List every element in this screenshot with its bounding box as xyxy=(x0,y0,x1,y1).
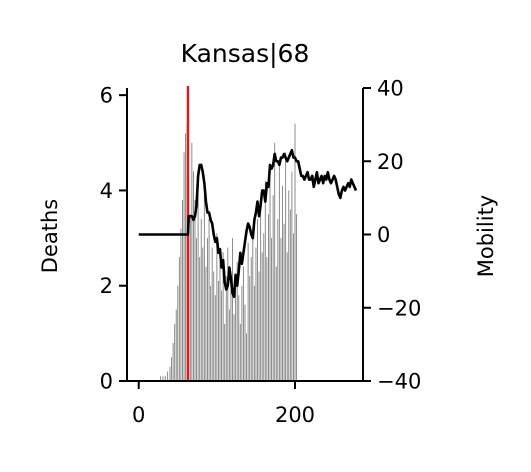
death-bar xyxy=(180,229,181,381)
death-bar xyxy=(295,124,296,381)
death-bar xyxy=(265,181,266,381)
death-bar xyxy=(257,219,258,381)
death-bar xyxy=(179,257,180,381)
death-bar xyxy=(174,324,175,381)
death-bar xyxy=(238,295,239,381)
death-bar xyxy=(276,267,277,381)
right-tick-label: −20 xyxy=(377,296,421,320)
death-bar xyxy=(195,200,196,381)
death-bar xyxy=(230,286,231,381)
death-bar xyxy=(290,209,291,381)
death-bar xyxy=(266,257,267,381)
x-tick-label: 200 xyxy=(275,403,315,427)
death-bar xyxy=(279,162,280,381)
death-bar xyxy=(184,152,185,381)
death-bar xyxy=(182,200,183,381)
death-bar xyxy=(241,286,242,381)
death-bar xyxy=(274,143,275,381)
death-bar xyxy=(243,267,244,381)
death-bar xyxy=(296,214,297,381)
death-bar xyxy=(170,367,171,381)
x-tick-label: 0 xyxy=(132,403,145,427)
right-tick-label: 40 xyxy=(377,77,404,101)
death-bar xyxy=(176,310,177,381)
death-bar xyxy=(171,357,172,381)
death-bar xyxy=(262,252,263,381)
left-tick-label: 0 xyxy=(100,370,113,394)
death-bar xyxy=(229,310,230,381)
death-bar xyxy=(281,238,282,381)
death-bar xyxy=(210,286,211,381)
death-bar xyxy=(199,257,200,381)
death-bar xyxy=(293,233,294,381)
death-bar xyxy=(287,252,288,381)
death-bar xyxy=(221,290,222,381)
death-bar xyxy=(252,229,253,381)
death-bar xyxy=(284,224,285,381)
chart-title: Kansas|68 xyxy=(181,39,310,68)
death-bar xyxy=(291,171,292,381)
death-bar xyxy=(263,233,264,381)
death-bar xyxy=(260,200,261,381)
death-bar xyxy=(167,371,168,381)
mobility-line xyxy=(139,150,356,297)
death-bar xyxy=(259,271,260,381)
death-bar xyxy=(270,171,271,381)
left-axis-ticks: 0 2 4 6 xyxy=(100,84,127,394)
death-bar xyxy=(271,238,272,381)
death-bar xyxy=(246,333,247,381)
death-bar xyxy=(226,276,227,381)
death-bar xyxy=(205,267,206,381)
right-axis-ticks: 40 20 0 −20 −40 xyxy=(363,77,421,394)
death-bar xyxy=(234,314,235,381)
death-bar xyxy=(277,219,278,381)
death-bar xyxy=(173,343,174,381)
death-bar xyxy=(202,248,203,381)
death-bar xyxy=(224,324,225,381)
death-bar xyxy=(198,181,199,381)
death-bar xyxy=(251,257,252,381)
death-bar xyxy=(220,262,221,381)
death-bar xyxy=(209,219,210,381)
death-bar xyxy=(215,295,216,381)
death-bar xyxy=(190,214,191,381)
death-bar xyxy=(235,290,236,381)
x-axis-ticks: 0 200 xyxy=(132,381,315,427)
death-bar xyxy=(191,143,192,381)
death-bar xyxy=(282,186,283,381)
death-bar xyxy=(213,271,214,381)
death-bar xyxy=(196,238,197,381)
left-tick-label: 4 xyxy=(100,179,113,203)
death-bar xyxy=(185,133,186,381)
death-bar xyxy=(216,233,217,381)
death-bar xyxy=(288,190,289,381)
right-tick-label: 0 xyxy=(377,223,390,247)
death-bar xyxy=(273,195,274,381)
death-bar xyxy=(201,219,202,381)
y-axis-title: Deaths xyxy=(38,199,62,273)
left-tick-label: 2 xyxy=(100,274,113,298)
right-tick-label: 20 xyxy=(377,150,404,174)
death-bar xyxy=(193,171,194,381)
death-bar xyxy=(218,281,219,381)
death-bar xyxy=(245,305,246,381)
death-bar xyxy=(255,248,256,381)
death-bar xyxy=(240,324,241,381)
death-bar xyxy=(204,195,205,381)
death-bar xyxy=(254,286,255,381)
death-bar xyxy=(212,248,213,381)
death-bar xyxy=(232,238,233,381)
left-tick-label: 6 xyxy=(100,84,113,108)
death-bar xyxy=(177,286,178,381)
death-bar xyxy=(207,238,208,381)
death-bar xyxy=(249,276,250,381)
y2-axis-title: Mobility xyxy=(474,195,498,277)
death-bar xyxy=(248,243,249,381)
death-bar xyxy=(285,152,286,381)
right-tick-label: −40 xyxy=(377,370,421,394)
death-bar xyxy=(268,214,269,381)
